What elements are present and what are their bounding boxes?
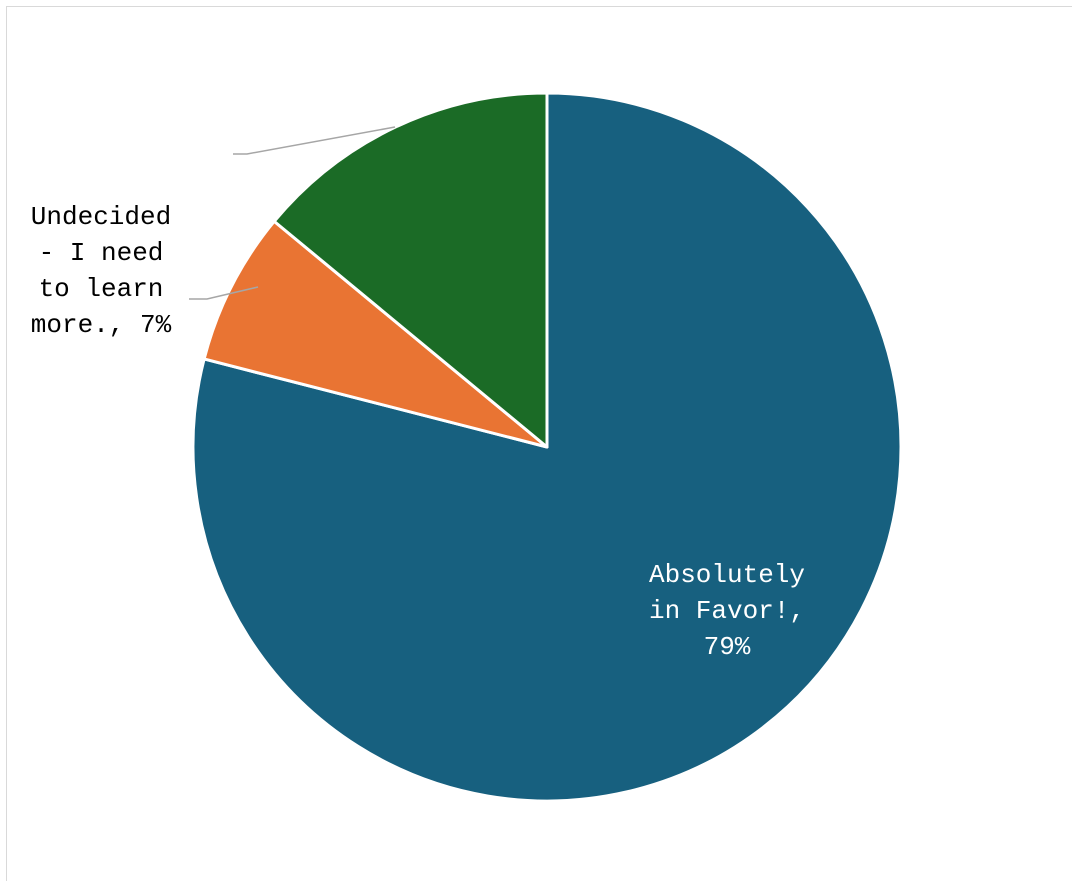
chart-area: Undecided - I need to learn more., 7% Ab… — [6, 6, 1072, 881]
leader-line-green — [233, 126, 396, 155]
leader-line-undecided — [189, 286, 259, 300]
data-label-undecided: Undecided - I need to learn more., 7% — [30, 202, 172, 340]
pie-chart — [189, 91, 903, 803]
pie-slice-green — [272, 91, 549, 449]
pie-slice-undecided — [202, 219, 549, 449]
data-label-absolutely-in-favor: Absolutely in Favor!, 79% — [648, 560, 806, 662]
